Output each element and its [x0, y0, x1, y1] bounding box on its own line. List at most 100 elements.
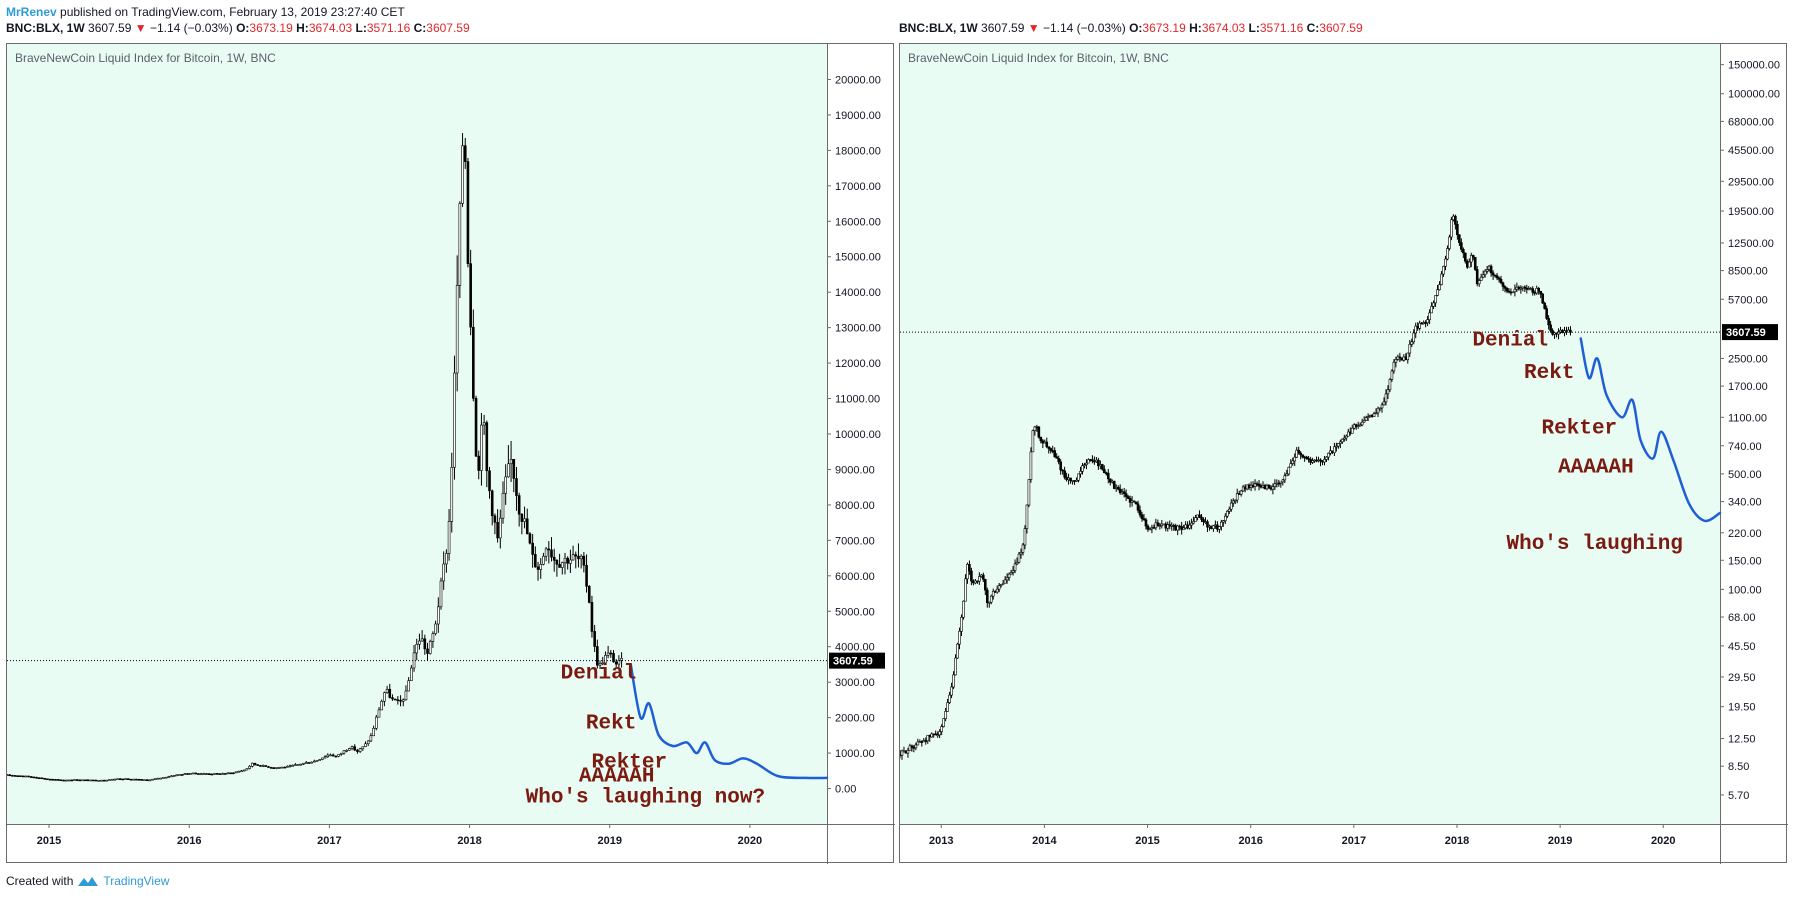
candle-body: [1194, 517, 1197, 522]
candle-body: [59, 779, 63, 782]
candle-body: [1009, 572, 1013, 575]
candle-body: [938, 731, 941, 736]
y-tick-label: 45.50: [1728, 641, 1756, 653]
candle-body: [466, 161, 470, 264]
candle-body: [601, 662, 605, 665]
candle-body: [1218, 526, 1221, 530]
y-tick-label: 150000.00: [1728, 60, 1780, 72]
candle-body: [70, 779, 73, 782]
candle-body: [1499, 278, 1503, 284]
annotation-label: Rekt: [1524, 362, 1574, 385]
candle-body: [598, 662, 602, 666]
tradingview-link[interactable]: TradingView: [103, 874, 170, 888]
candle-body: [54, 779, 57, 781]
candle-body: [458, 203, 462, 286]
candle-body: [434, 623, 437, 634]
candle-body: [1507, 290, 1511, 293]
author-link[interactable]: MrRenev: [6, 5, 57, 19]
candle-body: [480, 424, 483, 471]
candle-body: [391, 697, 394, 700]
candle-body: [1097, 459, 1100, 467]
candle-body: [410, 667, 413, 682]
x-tick-label: 2017: [317, 835, 341, 847]
y-tick-label: 12000.00: [835, 358, 881, 370]
candle-body: [1033, 426, 1037, 431]
candle-body: [1140, 514, 1144, 519]
y-tick-label: 29500.00: [1728, 176, 1774, 188]
candle-body: [1372, 413, 1376, 418]
candle-body: [1392, 361, 1396, 372]
candle-body: [1277, 482, 1281, 485]
y-tick-label: 2000.00: [835, 713, 875, 725]
candle-body: [1464, 252, 1467, 262]
candle-body: [1047, 446, 1051, 449]
candle-body: [1380, 404, 1384, 409]
candle-body: [566, 557, 569, 564]
candle-body: [1112, 480, 1116, 489]
annotation-label: AAAAAH: [1558, 456, 1634, 479]
candle-body: [315, 760, 319, 762]
candle-body: [207, 773, 211, 776]
candle-body: [558, 564, 561, 568]
candle-body: [1386, 389, 1390, 395]
open-label: O:: [236, 21, 250, 35]
candle-body: [383, 692, 386, 702]
candle-body: [1325, 456, 1328, 460]
y-tick-label: 6000.00: [835, 571, 875, 583]
candle-body: [310, 761, 313, 764]
candle-body: [982, 574, 985, 580]
candle-body: [135, 778, 138, 781]
candle-body: [1227, 508, 1231, 512]
candle-body: [1456, 224, 1459, 236]
candle-body: [555, 560, 559, 565]
candle-body: [1053, 450, 1057, 458]
candle-body: [1301, 454, 1304, 458]
candle-body: [399, 699, 402, 702]
candle-body: [1087, 459, 1090, 464]
candle-body: [248, 765, 251, 769]
candle-body: [191, 772, 195, 775]
candle-body: [1467, 261, 1471, 268]
candle-body: [1069, 477, 1072, 481]
candle-body: [1124, 493, 1128, 497]
last-price-tag: [829, 652, 885, 669]
candle-body: [987, 601, 991, 604]
candle-body: [908, 745, 912, 751]
candle-body: [102, 779, 106, 782]
candle-body: [423, 638, 427, 650]
candle-body: [105, 779, 109, 782]
candles: [900, 214, 1572, 760]
candle-body: [229, 772, 233, 775]
chart-panel-log[interactable]: BraveNewCoin Liquid Index for Bitcoin, 1…: [899, 43, 1788, 864]
y-tick-label: 150.00: [1728, 555, 1762, 567]
candle-body: [1491, 272, 1495, 276]
candle-body: [396, 699, 400, 702]
candle-body: [1388, 379, 1392, 391]
candle-body: [445, 553, 448, 565]
y-tick-label: 13000.00: [835, 323, 881, 335]
candle-body: [1029, 451, 1033, 480]
chart-panel-linear[interactable]: BraveNewCoin Liquid Index for Bitcoin, 1…: [6, 43, 895, 864]
change-value: −1.14 (−0.03%): [1042, 21, 1126, 35]
candle-body: [948, 694, 951, 703]
candle-body: [1543, 302, 1546, 309]
candle-body: [954, 657, 957, 676]
annotation-label: Rekter: [592, 751, 668, 774]
candle-body: [989, 595, 993, 603]
candle-body: [1289, 463, 1293, 468]
candle-body: [388, 688, 392, 698]
candle-body: [178, 774, 181, 776]
candle-body: [1319, 459, 1322, 462]
candle-body: [280, 766, 284, 769]
x-tick-label: 2018: [1445, 835, 1469, 847]
candle-body: [1475, 269, 1479, 285]
candle-body: [1503, 286, 1507, 289]
candle-body: [1049, 448, 1053, 451]
candle-body: [1505, 287, 1509, 292]
candle-body: [593, 631, 596, 647]
candle-body: [62, 779, 65, 782]
candle-body: [259, 765, 262, 767]
candle-body: [1202, 519, 1205, 523]
candle-body: [995, 588, 999, 593]
candle-body: [1337, 443, 1340, 447]
